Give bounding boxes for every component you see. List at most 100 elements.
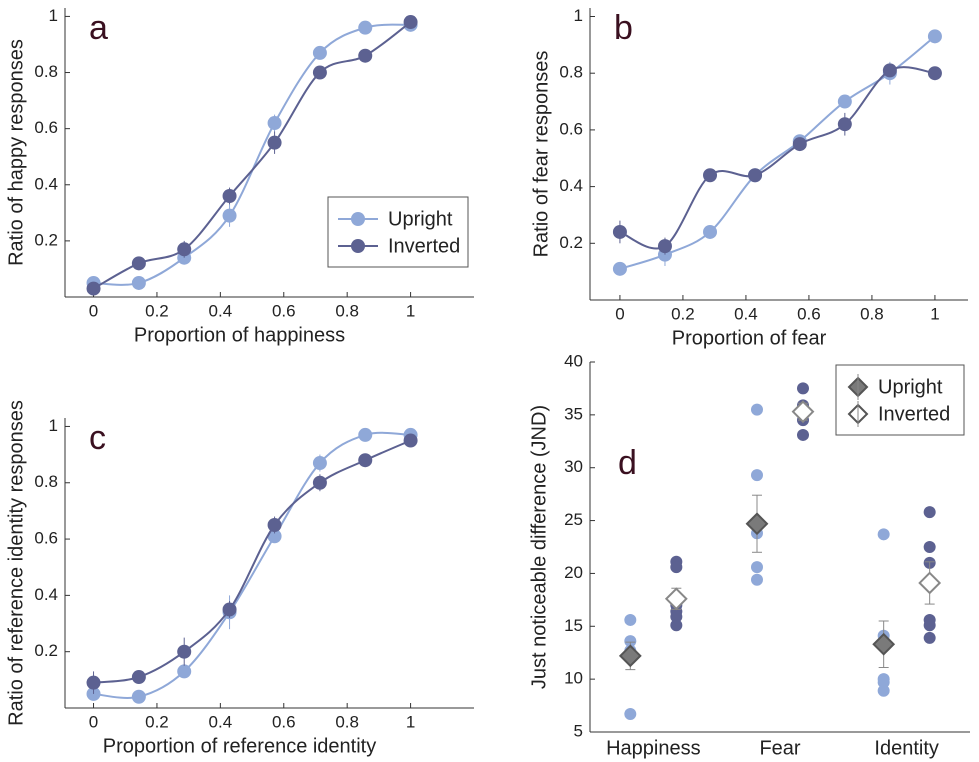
y-tick-label: 0.6 [34,529,58,548]
y-tick-label: 1 [574,6,583,25]
y-tick-label: 0.8 [559,63,583,82]
x-axis-label: Proportion of reference identity [103,735,377,757]
data-point [657,239,672,254]
y-tick-label: 10 [564,669,583,688]
x-tick-label: 0.8 [860,304,884,323]
data-point [312,475,327,490]
y-tick-label: 15 [564,616,583,635]
data-point [222,188,237,203]
data-point [267,529,282,544]
subject-point [624,613,637,626]
x-tick-label: 0.6 [272,712,296,731]
x-tick-label: 0.4 [209,712,233,731]
x-tick-label: 0.2 [671,304,695,323]
y-tick-label: 0.2 [559,233,583,252]
x-tick-label: 0 [89,712,98,731]
y-axis-label: Just noticeable difference (JND) [528,405,550,689]
panel-label: c [89,419,106,457]
subject-point [923,506,936,519]
y-tick-label: 35 [564,404,583,423]
mean-marker [872,632,896,656]
y-tick-label: 30 [564,457,583,476]
subject-point [751,403,763,416]
subject-point [877,528,890,541]
x-tick-label: 1 [930,304,939,323]
x-tick-label: 0.4 [209,301,233,320]
data-point [177,644,192,659]
y-tick-label: 0.6 [34,118,58,137]
data-point [267,517,282,532]
mean-marker [664,587,688,611]
data-point [837,94,852,109]
mean-marker [918,571,942,595]
fit-curve [93,439,411,684]
legend-label: Inverted [878,403,950,425]
panel-label: d [618,444,637,482]
data-point [177,664,192,679]
x-tick-label: 1 [406,712,415,731]
data-point [612,261,627,276]
subject-point [670,619,683,632]
y-tick-label: 0.2 [34,641,58,660]
y-axis-label: Ratio of reference identity responses [5,400,27,726]
data-point [222,208,237,223]
x-tick-label: 0.8 [335,712,359,731]
data-point [177,242,192,257]
x-tick-label: 0 [615,304,624,323]
x-tick-label: Happiness [606,737,701,759]
x-tick-label: 0.4 [734,304,758,323]
subject-point [923,631,936,644]
subject-point [624,708,637,721]
subject-point [751,573,763,586]
y-tick-label: 20 [564,563,583,582]
data-point [612,224,627,239]
legend-marker [351,239,365,253]
legend-marker [351,212,365,226]
legend-label: Inverted [388,235,460,257]
y-tick-label: 1 [49,416,58,435]
fit-curve [93,23,411,286]
data-point [748,168,763,183]
data-point [703,224,718,239]
data-point [358,20,373,35]
data-point [312,45,327,60]
mean-marker [791,400,815,424]
x-tick-label: 0.2 [145,712,169,731]
legend-label: Upright [878,376,943,398]
subject-point [624,635,637,648]
y-tick-label: 25 [564,510,583,529]
y-tick-label: 5 [574,721,583,740]
data-point [792,137,807,152]
x-tick-label: 0 [89,301,98,320]
legend-box [327,196,469,268]
subject-point [797,382,809,395]
x-tick-label: Fear [759,737,800,759]
subject-point [751,469,763,482]
fit-curve [619,66,936,250]
y-tick-label: 0.2 [34,230,58,249]
x-axis-label: Proportion of happiness [134,324,345,346]
y-tick-label: 0.8 [34,472,58,491]
data-point [131,256,146,271]
data-point [86,281,101,296]
data-point [358,427,373,442]
panel-label: b [614,9,633,47]
data-point [312,65,327,80]
data-point [358,48,373,63]
x-tick-label: 0.6 [272,301,296,320]
data-point [131,689,146,704]
subject-point [877,676,890,689]
y-tick-label: 0.6 [559,119,583,138]
x-axis-label: Proportion of fear [672,327,827,349]
data-point [403,433,418,448]
subject-point [670,610,683,623]
data-point [927,29,942,44]
legend-label: Upright [388,208,453,230]
subject-point [797,428,809,441]
y-tick-label: 1 [49,6,58,25]
y-tick-label: 0.4 [559,176,583,195]
data-point [131,670,146,685]
data-point [312,456,327,471]
subject-point [877,684,890,697]
y-tick-label: 0.8 [34,62,58,81]
